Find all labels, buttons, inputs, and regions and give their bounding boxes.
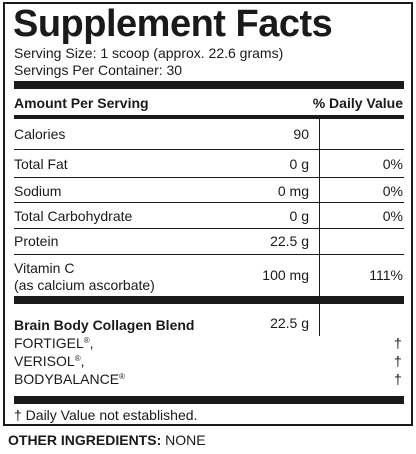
column-divider [319, 119, 320, 296]
other-ingredients-label: OTHER INGREDIENTS: [8, 432, 162, 448]
nutrient-name: Protein [14, 233, 59, 249]
nutrient-daily-value: 0% [382, 208, 403, 224]
nutrient-daily-value: 0% [382, 183, 403, 199]
nutrient-amount: 0 mg [277, 183, 309, 199]
thick-divider-bottom [14, 396, 404, 404]
blend-ingredient: BODYBALANCE® [14, 371, 125, 387]
thick-divider-top [14, 81, 404, 89]
nutrient-amount: 100 mg [262, 267, 309, 283]
nutrient-amount: 0 g [289, 208, 309, 224]
daily-value-footnote: † Daily Value not established. [14, 407, 198, 423]
dagger-mark: † [394, 335, 402, 351]
nutrient-amount: 90 [293, 126, 309, 142]
blend-ingredient: VERISOL®, [14, 353, 85, 369]
nutrient-daily-value: 111% [369, 267, 403, 283]
nutrient-daily-value: 0% [382, 156, 403, 172]
row-divider [14, 228, 404, 229]
other-ingredients: OTHER INGREDIENTS: NONE [8, 432, 206, 448]
nutrient-name: Vitamin C [14, 260, 75, 276]
nutrient-name: Sodium [14, 183, 62, 199]
nutrient-source: (as calcium ascorbate) [14, 277, 155, 293]
supplement-facts-panel: Supplement Facts Serving Size: 1 scoop (… [3, 2, 413, 426]
nutrient-name: Total Fat [14, 156, 68, 172]
blend-name: Brain Body Collagen Blend [14, 317, 195, 333]
blend-amount: 22.5 g [270, 315, 309, 331]
row-divider [14, 149, 404, 150]
servings-per-container: Servings Per Container: 30 [14, 62, 183, 78]
medium-divider [14, 115, 404, 119]
dagger-mark: † [394, 353, 402, 369]
row-divider [14, 254, 404, 255]
dagger-mark: † [394, 371, 402, 387]
nutrient-amount: 22.5 g [270, 233, 309, 249]
amount-per-serving-header: Amount Per Serving [14, 95, 149, 111]
panel-title: Supplement Facts [13, 3, 333, 45]
row-divider [14, 177, 404, 178]
blend-ingredient: FORTIGEL®, [14, 335, 94, 351]
nutrient-amount: 0 g [289, 156, 309, 172]
nutrient-name: Total Carbohydrate [14, 208, 133, 224]
daily-value-header: % Daily Value [312, 95, 403, 111]
other-ingredients-value: NONE [165, 432, 206, 448]
nutrient-name: Calories [14, 126, 66, 142]
serving-size: Serving Size: 1 scoop (approx. 22.6 gram… [14, 45, 284, 61]
thick-divider-blend [14, 296, 404, 304]
column-divider [319, 304, 320, 336]
row-divider [14, 202, 404, 203]
